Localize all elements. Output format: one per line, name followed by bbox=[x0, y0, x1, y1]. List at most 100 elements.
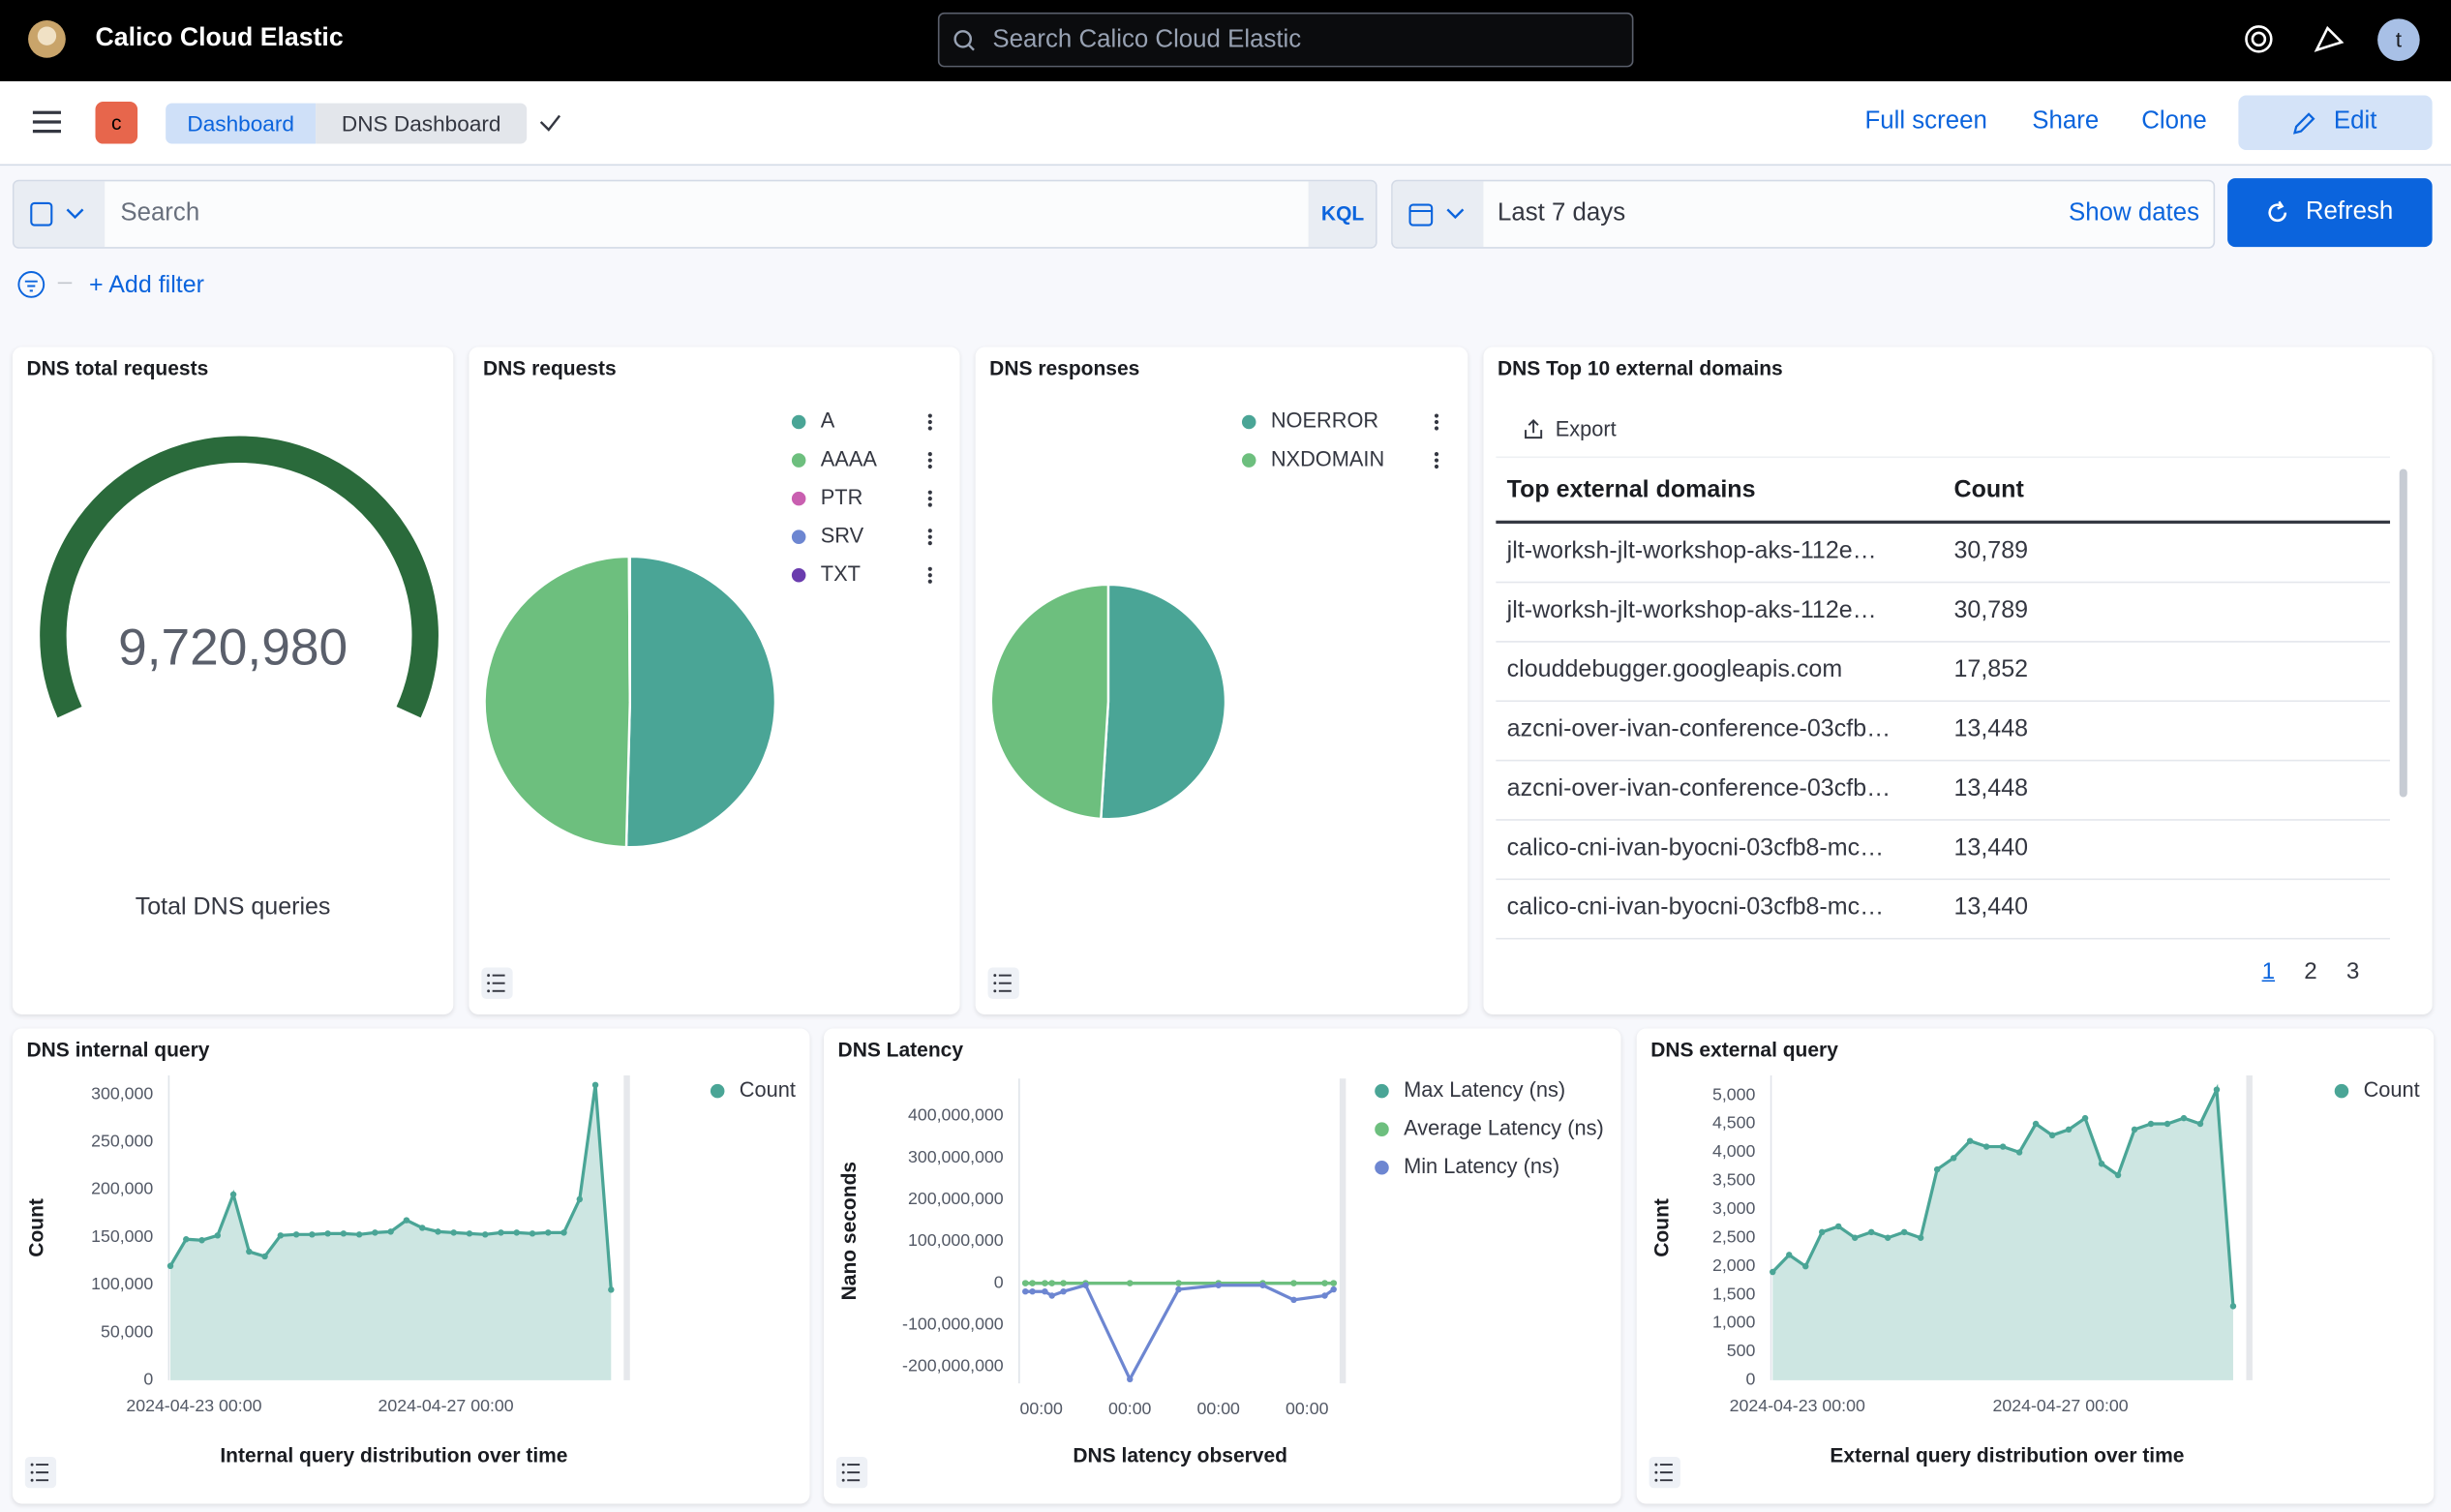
point bbox=[1029, 1280, 1036, 1286]
y-tick-label: 400,000,000 bbox=[908, 1105, 1004, 1125]
point bbox=[1867, 1228, 1875, 1236]
point bbox=[309, 1231, 316, 1238]
point bbox=[1290, 1296, 1297, 1304]
icon-dot bbox=[487, 974, 491, 978]
brand[interactable]: Calico Cloud Elastic bbox=[95, 23, 344, 52]
x-tick-label: 00:00 bbox=[1286, 1399, 1329, 1418]
point bbox=[2147, 1120, 2155, 1128]
x-tick-label: 00:00 bbox=[1197, 1399, 1241, 1418]
full-screen-link[interactable]: Full screen bbox=[1864, 107, 1987, 135]
date-picker[interactable]: Last 7 days Show dates bbox=[1391, 179, 2216, 249]
point bbox=[198, 1236, 205, 1244]
table-row: clouddebugger.googleapis.com 17,852 bbox=[1496, 643, 2391, 703]
pie-slice bbox=[624, 555, 777, 849]
edit-label: Edit bbox=[2333, 107, 2377, 135]
point bbox=[1917, 1234, 1924, 1241]
point bbox=[513, 1229, 520, 1236]
point bbox=[418, 1225, 426, 1231]
legend-toggle[interactable] bbox=[481, 967, 513, 999]
point bbox=[481, 1231, 489, 1238]
refresh-button[interactable]: Refresh bbox=[2227, 178, 2433, 248]
table-row: jlt-worksh-jlt-workshop-aks-112e… 30,789 bbox=[1496, 524, 2391, 584]
point bbox=[1900, 1228, 1908, 1236]
y-tick-label: 4,500 bbox=[1712, 1113, 1756, 1133]
y-tick-label: 100,000 bbox=[91, 1274, 153, 1293]
space-badge[interactable]: c bbox=[95, 101, 138, 144]
y-tick-label: 500 bbox=[1727, 1341, 1756, 1360]
page-number[interactable]: 3 bbox=[2345, 957, 2360, 985]
help-icon[interactable] bbox=[2242, 22, 2277, 57]
column-header[interactable]: Top external domains bbox=[1506, 476, 1756, 503]
refresh-icon bbox=[2268, 200, 2287, 223]
y-tick-label: 3,500 bbox=[1712, 1170, 1756, 1190]
menu-dot bbox=[1434, 464, 1439, 469]
point bbox=[1834, 1223, 1842, 1230]
calendar-icon bbox=[1408, 203, 1465, 227]
pie-slice bbox=[1100, 583, 1227, 821]
point bbox=[1330, 1280, 1337, 1286]
clone-link[interactable]: Clone bbox=[2141, 107, 2207, 135]
icon-dot bbox=[30, 1463, 34, 1467]
legend-swatch bbox=[1375, 1122, 1389, 1136]
menu-dot bbox=[927, 573, 932, 578]
point bbox=[2098, 1160, 2105, 1167]
menu-icon[interactable] bbox=[31, 107, 62, 136]
point bbox=[1127, 1280, 1134, 1286]
page-number[interactable]: 2 bbox=[2304, 957, 2317, 985]
show-dates-link[interactable]: Show dates bbox=[2069, 199, 2200, 227]
legend-toggle[interactable] bbox=[24, 1456, 57, 1489]
top-bar: Calico Cloud Elastic Search Calico Cloud… bbox=[0, 0, 2451, 81]
table-header: Top external domains Count bbox=[1496, 458, 2391, 524]
point bbox=[560, 1229, 567, 1236]
global-search[interactable]: Search Calico Cloud Elastic bbox=[937, 12, 1634, 68]
avatar[interactable]: t bbox=[2377, 18, 2420, 61]
export-button[interactable]: Export bbox=[1555, 417, 1617, 441]
legend-swatch bbox=[1241, 414, 1256, 430]
icon-dot bbox=[487, 989, 491, 993]
table-cell: azcni-over-ivan-conference-03cfb… bbox=[1506, 715, 1891, 743]
add-filter-link[interactable]: + Add filter bbox=[89, 271, 205, 299]
query-input[interactable]: Search KQL bbox=[12, 179, 1377, 249]
legend-toggle[interactable] bbox=[987, 967, 1019, 999]
menu-dot bbox=[927, 413, 932, 418]
legend-swatch bbox=[791, 567, 806, 583]
saved-query-button[interactable] bbox=[14, 181, 106, 248]
filter-icon[interactable] bbox=[15, 269, 78, 300]
y-tick-label: 4,000 bbox=[1712, 1141, 1756, 1161]
language-toggle[interactable]: KQL bbox=[1308, 181, 1377, 248]
y-tick-label: -100,000,000 bbox=[902, 1314, 1004, 1333]
panel-title: DNS total requests bbox=[26, 356, 209, 380]
point bbox=[1060, 1287, 1067, 1295]
menu-dot bbox=[927, 541, 932, 546]
external-panel: DNS external query 0 500 1,000 1,500 2,000 2,… bbox=[1636, 1028, 2435, 1504]
logo[interactable] bbox=[25, 17, 72, 64]
time-range: Last 7 days bbox=[1497, 199, 1626, 227]
menu-dot bbox=[927, 426, 932, 431]
point bbox=[1127, 1376, 1134, 1383]
legend-toggle[interactable] bbox=[1649, 1456, 1680, 1489]
point bbox=[576, 1195, 584, 1203]
menu-dot bbox=[1434, 413, 1439, 418]
table-cell: 30,789 bbox=[1953, 537, 2029, 564]
legend-label: NOERROR bbox=[1271, 408, 1378, 433]
point bbox=[229, 1191, 237, 1198]
y-tick-label: 300,000 bbox=[91, 1083, 153, 1103]
nav-bar: c Dashboard DNS Dashboard Full screen Sh… bbox=[0, 80, 2451, 166]
check-icon[interactable] bbox=[537, 112, 562, 135]
y-tick-label: 2,500 bbox=[1712, 1226, 1756, 1246]
point bbox=[2048, 1132, 2056, 1139]
point bbox=[1321, 1292, 1328, 1299]
legend-toggle[interactable] bbox=[835, 1456, 868, 1489]
page-number[interactable]: 1 bbox=[2261, 957, 2276, 985]
edit-button[interactable]: Edit bbox=[2238, 95, 2433, 151]
breadcrumb[interactable]: Dashboard bbox=[166, 103, 317, 144]
column-header[interactable]: Count bbox=[1953, 476, 2024, 503]
news-icon[interactable] bbox=[2312, 22, 2346, 57]
point bbox=[466, 1230, 473, 1237]
line-chart: -200,000,000 -100,000,000 0 100,000,000 200,… bbox=[835, 1077, 1604, 1489]
point bbox=[1175, 1285, 1182, 1293]
share-link[interactable]: Share bbox=[2032, 107, 2100, 135]
icon-dot bbox=[1654, 1463, 1658, 1467]
y-tick-label: 0 bbox=[143, 1370, 153, 1389]
quick-menu-button[interactable] bbox=[1392, 181, 1484, 248]
